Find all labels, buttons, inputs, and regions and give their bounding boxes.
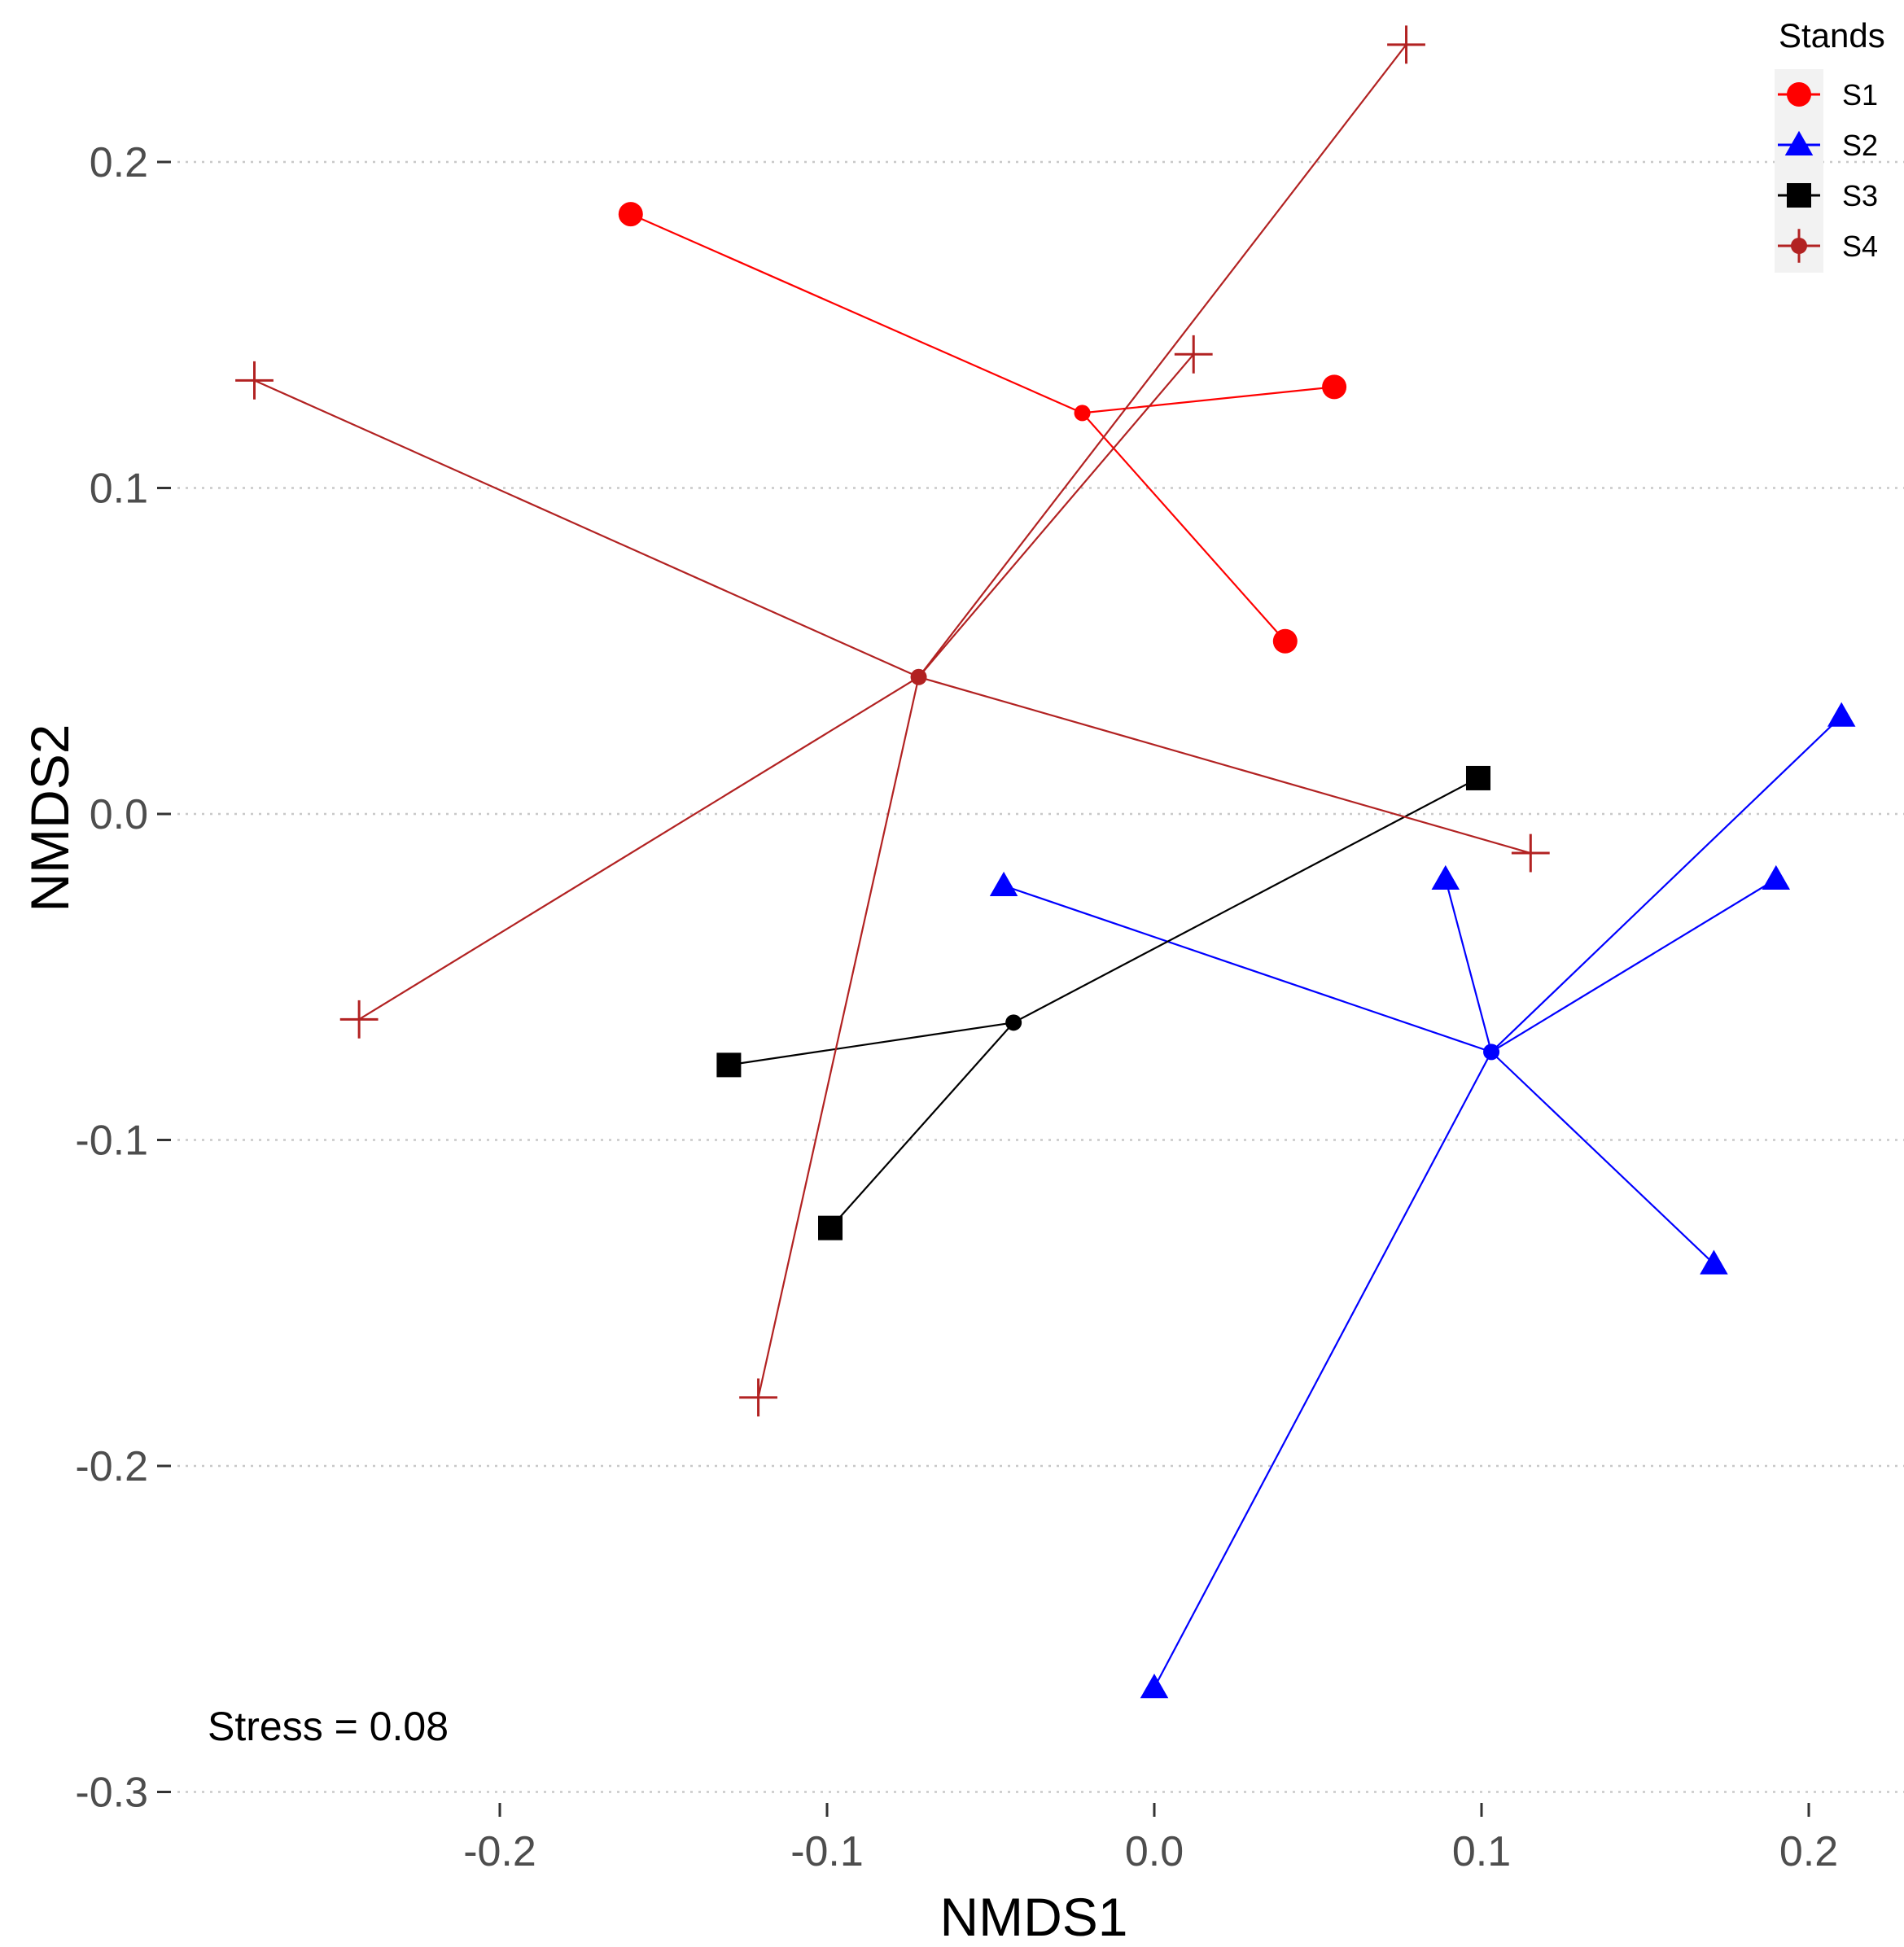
spider-line-s1 bbox=[1081, 412, 1286, 642]
point-s4 bbox=[1511, 833, 1550, 873]
data-points bbox=[235, 25, 1856, 1699]
x-tick-label: 0.2 bbox=[1779, 1828, 1838, 1875]
point-s1 bbox=[618, 202, 643, 227]
x-tick-label: 0.0 bbox=[1125, 1828, 1184, 1875]
spider-line-s4 bbox=[254, 379, 920, 678]
spider-line-s4 bbox=[918, 676, 1531, 855]
legend-item-s3: S3 bbox=[1778, 179, 1878, 212]
legend-label: S2 bbox=[1842, 129, 1878, 162]
point-s3 bbox=[818, 1215, 843, 1240]
spider-line-s4 bbox=[917, 353, 1195, 678]
legend-title: Stands bbox=[1779, 16, 1885, 55]
legend-item-s4: S4 bbox=[1778, 229, 1878, 263]
point-s2 bbox=[1827, 702, 1856, 727]
centroid-s1 bbox=[1074, 405, 1091, 422]
x-axis-title: NMDS1 bbox=[939, 1887, 1127, 1947]
legend-marker-triangle bbox=[1784, 130, 1814, 155]
legend-item-s1: S1 bbox=[1778, 78, 1878, 112]
point-s2 bbox=[1762, 864, 1791, 890]
point-s1 bbox=[1272, 628, 1298, 654]
point-s4 bbox=[1174, 335, 1213, 374]
spider-line-s1 bbox=[1082, 386, 1335, 414]
spider-line-s3 bbox=[729, 1022, 1014, 1066]
y-axis-title: NMDS2 bbox=[20, 724, 80, 912]
point-s4 bbox=[339, 1000, 379, 1039]
y-tick-label: -0.3 bbox=[75, 1770, 148, 1817]
point-s2 bbox=[989, 871, 1018, 897]
point-s4 bbox=[235, 361, 274, 400]
y-tick-label: 0.1 bbox=[90, 466, 148, 513]
legend-marker-dot bbox=[1791, 238, 1807, 254]
stress-annotation: Stress = 0.08 bbox=[208, 1704, 449, 1749]
spider-line-s3 bbox=[1013, 777, 1479, 1024]
point-s3 bbox=[716, 1052, 742, 1078]
spider-line-s4 bbox=[757, 676, 920, 1398]
point-s2 bbox=[1431, 864, 1460, 890]
spider-lines bbox=[254, 44, 1842, 1688]
point-s3 bbox=[1465, 765, 1490, 790]
y-tick-label: 0.2 bbox=[90, 139, 148, 186]
spider-line-s2 bbox=[1490, 715, 1842, 1053]
spider-line-s2 bbox=[1153, 1051, 1493, 1688]
point-s1 bbox=[1322, 374, 1347, 400]
gridlines bbox=[177, 160, 1904, 1793]
legend-marker-circle bbox=[1787, 82, 1811, 107]
spider-line-s4 bbox=[358, 676, 920, 1021]
point-s4 bbox=[1387, 25, 1425, 64]
centroid-s4 bbox=[910, 668, 927, 685]
legend: Stands S1 S2 S3 S4 bbox=[1775, 16, 1885, 273]
spider-line-s1 bbox=[630, 213, 1083, 414]
spider-line-s2 bbox=[1490, 878, 1777, 1053]
y-tick-label: 0.0 bbox=[90, 791, 148, 838]
spider-line-s2 bbox=[1490, 1051, 1715, 1265]
legend-label: S4 bbox=[1842, 230, 1878, 263]
y-tick-label: -0.2 bbox=[75, 1443, 148, 1490]
y-tick-label: -0.1 bbox=[75, 1118, 148, 1165]
y-axis: -0.3 -0.2 -0.1 0.0 0.1 0.2 bbox=[75, 139, 171, 1817]
legend-marker-square bbox=[1787, 183, 1811, 208]
legend-label: S1 bbox=[1842, 78, 1878, 112]
x-tick-label: -0.2 bbox=[463, 1828, 536, 1875]
centroid-s2 bbox=[1483, 1044, 1500, 1061]
x-tick-label: -0.1 bbox=[790, 1828, 864, 1875]
spider-line-s3 bbox=[829, 1022, 1014, 1229]
legend-item-s2: S2 bbox=[1778, 129, 1878, 162]
x-tick-label: 0.1 bbox=[1452, 1828, 1511, 1875]
point-s2 bbox=[1140, 1674, 1169, 1699]
point-s2 bbox=[1700, 1249, 1728, 1275]
spider-line-s2 bbox=[1003, 885, 1492, 1053]
centroid-s3 bbox=[1005, 1014, 1022, 1031]
point-s4 bbox=[739, 1378, 777, 1417]
legend-label: S3 bbox=[1842, 179, 1878, 212]
spider-line-s2 bbox=[1444, 878, 1493, 1052]
x-axis: -0.2 -0.1 0.0 0.1 0.2 bbox=[463, 1803, 1838, 1875]
spider-line-s4 bbox=[917, 44, 1407, 678]
